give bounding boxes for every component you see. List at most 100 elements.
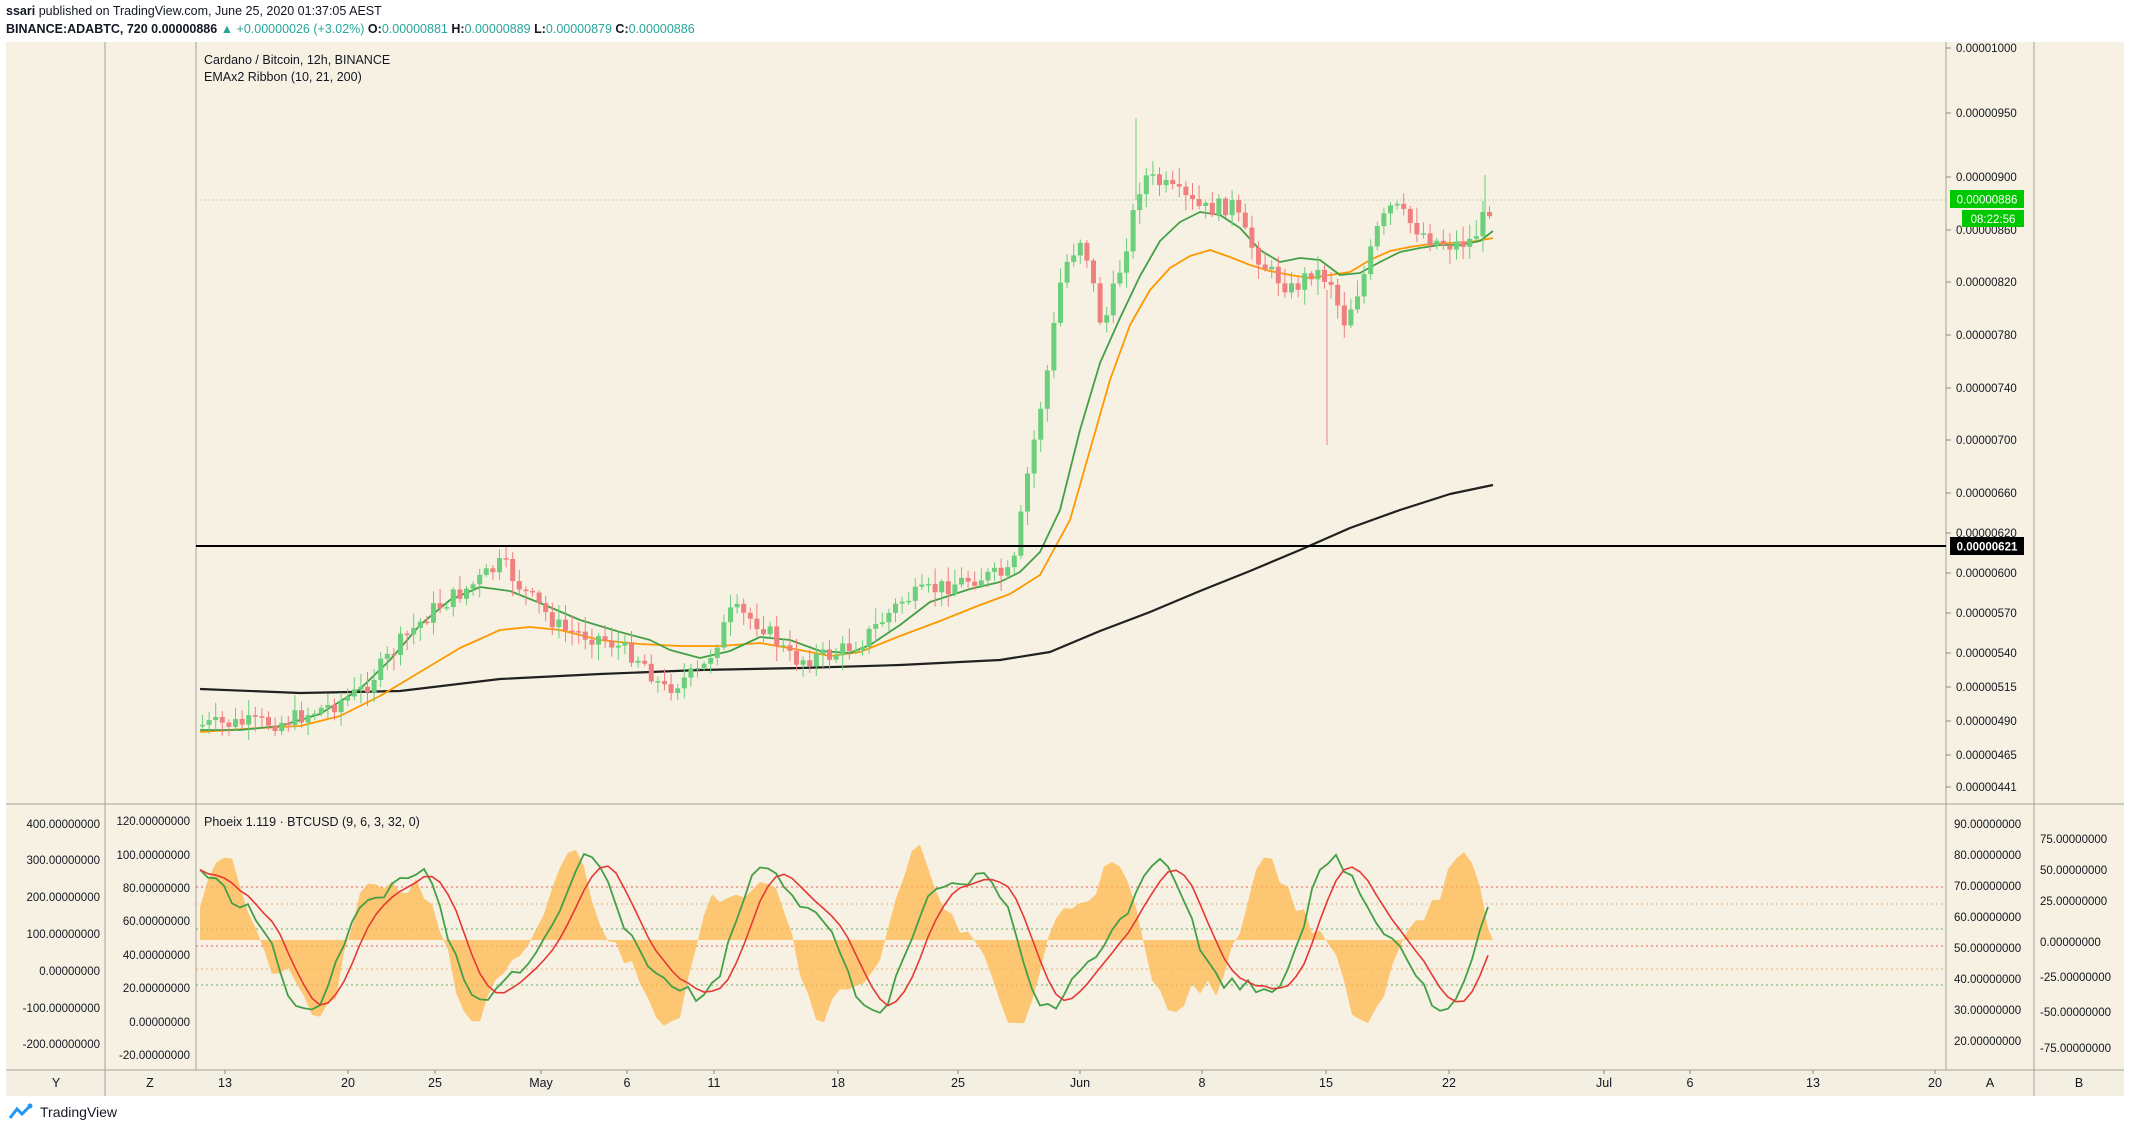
time-tick-label: 20 [1928, 1076, 1942, 1090]
candle-body [721, 622, 727, 648]
ema-200-line [199, 483, 1494, 695]
candle-body [576, 631, 582, 633]
candle-body [688, 668, 694, 678]
candle-body [972, 581, 978, 586]
time-axis[interactable]: 13 20 25 May 6 11 18 25 Jun 8 15 22 Jul 6 13 20 [218, 1070, 1942, 1090]
time-tick-label: 8 [1199, 1076, 1206, 1090]
candle-body [1084, 242, 1090, 261]
candle-body [833, 655, 839, 660]
candle-body [252, 715, 258, 717]
candle-body [1064, 261, 1070, 283]
candle-body [1011, 555, 1017, 568]
candle-body [569, 630, 575, 633]
candle-body [1031, 439, 1037, 474]
candle-body [378, 658, 384, 680]
time-tick-label: 11 [708, 1076, 721, 1090]
candle-body [1269, 266, 1275, 270]
candle-body [1473, 236, 1479, 239]
candle-body [1414, 222, 1420, 235]
candle-body [939, 581, 945, 593]
candle-body [1315, 269, 1321, 280]
candle-body [1249, 227, 1255, 248]
candle-body [292, 710, 298, 725]
publisher-name[interactable]: ssari [6, 4, 36, 18]
candle-body [556, 619, 562, 628]
time-tick-label: 18 [831, 1076, 845, 1090]
time-tick-label: 6 [624, 1076, 631, 1090]
candle-body [787, 645, 793, 651]
footer-brand[interactable]: TradingView [8, 1103, 117, 1121]
oscillator-area [200, 844, 1493, 1026]
scale-button-y[interactable]: Y [52, 1076, 61, 1090]
close-value: 0.00000886 [628, 22, 695, 36]
candle-body [272, 725, 278, 732]
candle-body [1368, 246, 1374, 275]
candle-body [827, 649, 832, 660]
candle-body [1308, 273, 1314, 280]
candle-body [629, 642, 634, 663]
candle-body [233, 718, 238, 727]
osc-left-inner-tick: 80.00000000 [123, 883, 190, 895]
time-tick-label: 15 [1319, 1076, 1333, 1090]
candle-body [1289, 283, 1294, 293]
candle-body [365, 686, 370, 693]
candle-body [1275, 266, 1281, 284]
candle-body [635, 660, 641, 663]
oscillator-axes[interactable]: 400.00000000 300.00000000 200.00000000 100.… [23, 816, 2111, 1062]
osc-left-outer-tick: -200.00000000 [23, 1039, 100, 1051]
candle-body [596, 636, 601, 645]
candle-body [1328, 281, 1334, 285]
ema-10-line [200, 211, 1494, 731]
osc-left-outer-tick: 300.00000000 [26, 855, 100, 867]
candle-body [490, 568, 496, 573]
scale-button-z[interactable]: Z [146, 1076, 154, 1090]
candle-body [497, 558, 502, 573]
candle-body [358, 686, 364, 690]
candle-body [417, 621, 423, 629]
candle-body [318, 707, 324, 714]
osc-left-outer-tick: 400.00000000 [26, 819, 100, 831]
price-tick-label: 0.00000900 [1956, 172, 2017, 184]
price-tick-label: 0.00000515 [1956, 682, 2017, 694]
candle-body [338, 700, 344, 713]
candle-body [226, 722, 232, 727]
candle-body [384, 653, 390, 659]
ema-ribbon-legend[interactable]: EMAx2 Ribbon (10, 21, 200) [204, 70, 362, 84]
candle-body [285, 722, 291, 725]
candle-body [239, 718, 245, 725]
candle-body [1176, 184, 1182, 187]
high-value: 0.00000889 [464, 22, 531, 36]
tradingview-logo-icon [8, 1103, 33, 1119]
oscillator-legend[interactable]: Phoeix 1.119 · BTCUSD (9, 6, 3, 32, 0) [204, 815, 420, 829]
candle-body [549, 612, 555, 628]
time-tick-label: Jul [1596, 1076, 1612, 1090]
scale-button-b[interactable]: B [2075, 1076, 2083, 1090]
candle-body [945, 581, 951, 595]
candle-body [503, 558, 509, 560]
time-axis-background [6, 1070, 2124, 1096]
candle-body [1117, 272, 1123, 284]
price-axis[interactable]: 0.00001000 0.00000950 0.00000900 0.00000860… [1946, 43, 2017, 794]
price-tick-label: 0.00000950 [1956, 108, 2017, 120]
candle-body [912, 586, 918, 601]
candle-body [589, 639, 595, 645]
candle-body [813, 654, 819, 667]
price-tick-label: 0.00000540 [1956, 648, 2017, 660]
candle-body [1480, 211, 1486, 237]
candle-body [345, 696, 351, 701]
price-tick-label: 0.00000860 [1956, 225, 2017, 237]
candle-body [807, 660, 813, 667]
candle-body [444, 607, 450, 609]
candle-body [919, 584, 925, 587]
candle-body [761, 629, 766, 635]
scale-button-a[interactable]: A [1986, 1076, 1995, 1090]
candle-body [1440, 240, 1446, 246]
time-tick-label: 6 [1687, 1076, 1694, 1090]
candle-body [1394, 203, 1400, 206]
osc-left-inner-tick: 20.00000000 [123, 983, 190, 995]
candle-body [998, 567, 1004, 576]
main-pane-title[interactable]: Cardano / Bitcoin, 12h, BINANCE [204, 53, 390, 67]
hline-badge-bg [1950, 537, 2024, 555]
oscillator-red-line [199, 865, 1489, 1007]
